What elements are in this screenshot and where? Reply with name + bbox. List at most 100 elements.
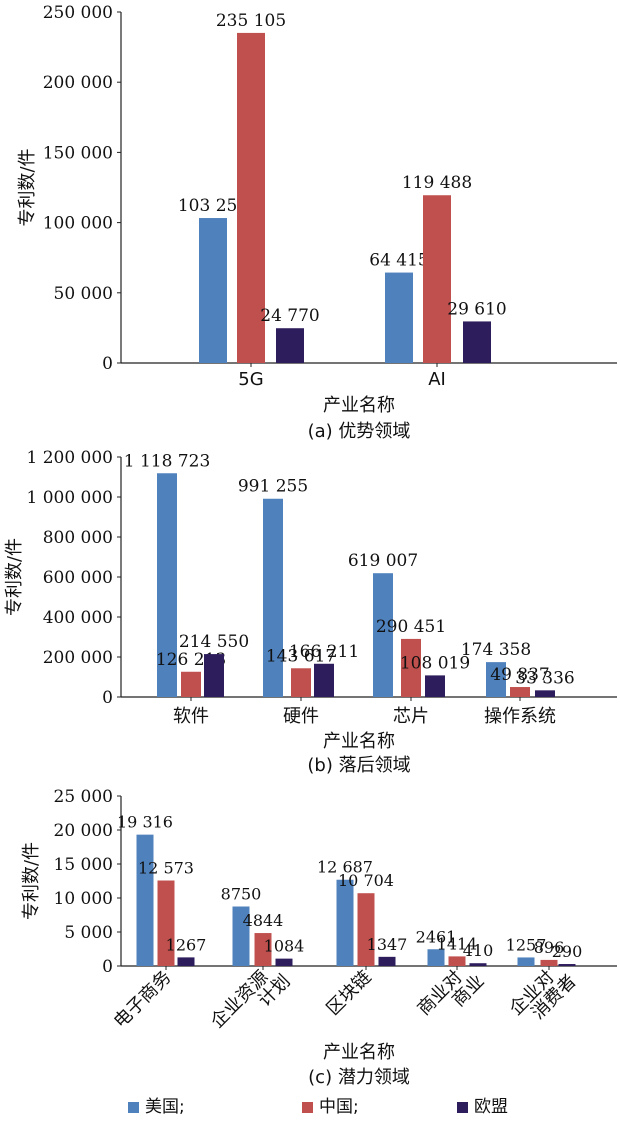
data-label-cn-4: 896 xyxy=(534,938,565,957)
bar-us-0 xyxy=(136,834,154,966)
bar-eu-3 xyxy=(469,963,487,966)
y-tick-label: 5 000 xyxy=(64,923,113,943)
y-tick-label: 15 000 xyxy=(54,855,113,875)
bar-us-2 xyxy=(336,879,354,966)
bar-cn-4 xyxy=(540,959,558,966)
bar-eu-1 xyxy=(314,663,334,697)
bar-cn-1 xyxy=(254,933,272,966)
data-label-us-0: 103 251 xyxy=(178,196,248,216)
data-label-eu-0: 1267 xyxy=(166,935,207,954)
caption: (a) 优势领域 xyxy=(308,421,411,442)
y-tick-label: 1 200 000 xyxy=(26,448,113,468)
category-label-0-0: 电子商务 xyxy=(110,967,176,1033)
category-label-3: 操作系统 xyxy=(484,706,556,727)
chart-a: 0 50 000 100 000 150 000 200 000 250 000 专利数/件… xyxy=(17,3,617,442)
y-tick-label: 200 000 xyxy=(43,73,113,93)
y-tick-label: 150 000 xyxy=(43,143,113,163)
y-axis-title: 专利数/件 xyxy=(21,842,42,920)
bar-eu-0 xyxy=(276,328,304,363)
data-label-us-1: 64 415 xyxy=(369,251,428,271)
data-label-us-1: 8750 xyxy=(221,885,262,904)
data-label-eu-0: 214 550 xyxy=(179,632,249,652)
bar-eu-2 xyxy=(378,956,396,966)
y-tick-label: 1 000 000 xyxy=(26,488,113,508)
data-label-us-0: 19 316 xyxy=(117,813,173,832)
bar-us-1 xyxy=(232,906,250,966)
bar-cn-0 xyxy=(157,880,175,966)
y-tick-label: 600 000 xyxy=(43,568,113,588)
y-axis-title: 专利数/件 xyxy=(17,148,38,226)
data-label-eu-3: 410 xyxy=(463,941,494,960)
x-axis-title: 产业名称 xyxy=(323,395,395,416)
bar-eu-0 xyxy=(177,957,195,966)
data-label-cn-0: 12 573 xyxy=(138,859,194,878)
data-label-cn-1: 119 488 xyxy=(402,173,472,193)
chart-c: 0 5 000 10 000 15 000 20 000 25 000 专利数/件 19 31… xyxy=(21,787,617,1088)
bar-eu-1 xyxy=(275,958,293,966)
data-label-us-0: 1 118 723 xyxy=(124,451,211,471)
category-label-1: AI xyxy=(428,369,446,390)
data-label-cn-3: 1414 xyxy=(437,934,478,953)
y-axis-title: 专利数/件 xyxy=(4,538,25,616)
legend-label-cn: 中国; xyxy=(319,1097,359,1117)
data-label-cn-1: 143 617 xyxy=(266,646,336,666)
bar-cn-1 xyxy=(423,195,451,363)
category-label-0: 软件 xyxy=(173,706,209,727)
bar-cn-1 xyxy=(291,668,311,697)
data-label-us-3: 174 358 xyxy=(461,640,531,660)
category-label-1: 硬件 xyxy=(283,706,319,727)
data-label-eu-3: 33 336 xyxy=(515,668,574,688)
y-tick-label: 0 xyxy=(102,957,113,977)
y-tick-label: 25 000 xyxy=(54,787,113,807)
caption: (c) 潜力领域 xyxy=(308,1067,410,1088)
data-label-us-2: 12 687 xyxy=(317,858,373,877)
bar-cn-0 xyxy=(237,32,265,364)
data-label-eu-1: 29 610 xyxy=(447,299,506,319)
legend: 美国; 中国; 欧盟 xyxy=(128,1097,508,1117)
y-tick-label: 0 xyxy=(102,688,113,708)
legend-swatch-us xyxy=(128,1102,139,1113)
bar-cn-2 xyxy=(401,638,421,697)
x-axis-title: 产业名称 xyxy=(323,731,395,752)
data-label-eu-1: 1084 xyxy=(264,937,305,956)
legend-label-eu: 欧盟 xyxy=(474,1097,508,1117)
y-tick-label: 20 000 xyxy=(54,821,113,841)
data-label-us-1: 991 255 xyxy=(238,477,308,497)
legend-swatch-cn xyxy=(302,1102,313,1113)
data-label-eu-0: 24 770 xyxy=(260,306,319,326)
x-axis-title: 产业名称 xyxy=(323,1042,395,1063)
y-tick-label: 800 000 xyxy=(43,528,113,548)
data-label-us-2: 619 007 xyxy=(348,551,418,571)
category-label-0: 5G xyxy=(238,369,263,390)
bar-us-3 xyxy=(427,949,445,966)
bar-cn-2 xyxy=(357,893,375,966)
y-tick-label: 100 000 xyxy=(43,214,113,234)
bar-us-2 xyxy=(373,573,393,697)
data-label-eu-2: 1347 xyxy=(367,935,408,954)
legend-swatch-eu xyxy=(457,1102,468,1113)
data-label-eu-4: 290 xyxy=(552,942,583,961)
data-label-cn-0: 235 105 xyxy=(216,11,286,31)
y-tick-label: 10 000 xyxy=(54,889,113,909)
data-label-cn-2: 10 704 xyxy=(338,871,394,890)
bar-eu-3 xyxy=(535,690,555,697)
y-tick-label: 250 000 xyxy=(43,3,113,23)
bar-us-4 xyxy=(517,957,535,966)
y-tick-label: 400 000 xyxy=(43,608,113,628)
bar-cn-0 xyxy=(181,671,201,697)
y-tick-label: 50 000 xyxy=(54,284,113,304)
y-tick-label: 200 000 xyxy=(43,648,113,668)
bar-us-1 xyxy=(263,498,283,697)
data-label-cn-3: 49 837 xyxy=(490,665,549,685)
bar-eu-4 xyxy=(558,964,576,966)
bar-cn-3 xyxy=(510,687,530,697)
data-label-us-3: 2461 xyxy=(416,927,457,946)
bar-us-3 xyxy=(486,662,506,697)
bar-eu-0 xyxy=(204,654,224,697)
bar-eu-1 xyxy=(463,321,491,363)
data-label-cn-2: 290 451 xyxy=(376,617,446,637)
data-label-cn-1: 4844 xyxy=(243,911,284,930)
bar-us-1 xyxy=(385,272,413,363)
bar-us-0 xyxy=(199,218,227,363)
